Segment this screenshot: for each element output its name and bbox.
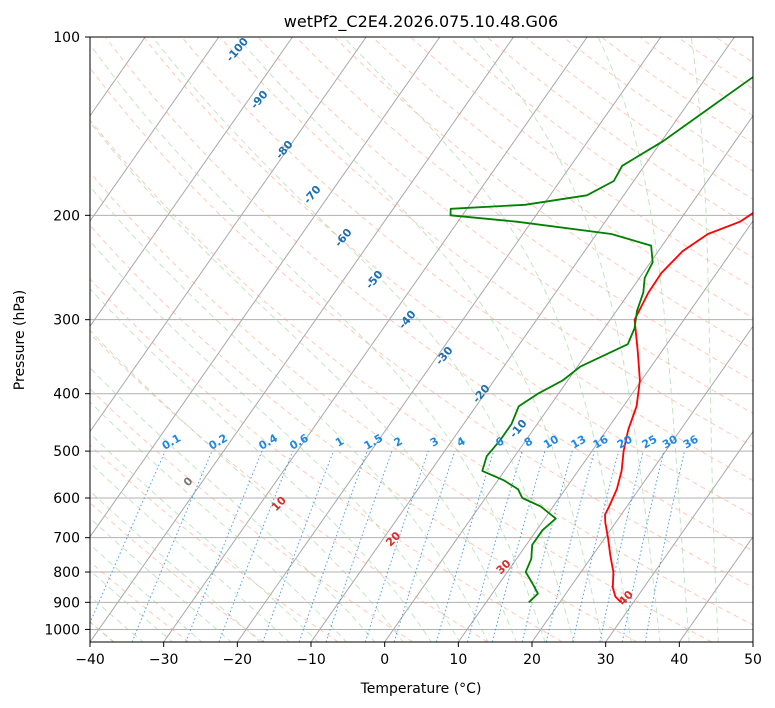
dry-adiabat-line	[449, 37, 753, 259]
y-tick-label: 200	[53, 208, 80, 224]
moist-adiabat-line	[90, 462, 290, 642]
isotherm-line	[384, 114, 753, 642]
mixing-ratio-line	[572, 450, 620, 642]
isotherm-line	[678, 535, 753, 642]
isotherm-line	[457, 220, 753, 642]
dry-adiabat-line	[90, 502, 264, 642]
mixing-ratio-line	[393, 450, 456, 642]
mixing-ratio-line	[491, 450, 546, 642]
plot-frame	[89, 36, 754, 643]
moist-adiabat-line	[90, 329, 404, 642]
mixing-ratio-line	[599, 450, 644, 642]
y-tick-label: 600	[53, 491, 80, 507]
isotherm-line	[605, 430, 753, 642]
mixing-ratio-line	[521, 450, 573, 642]
y-tick-label: 900	[53, 595, 80, 611]
moist-adiabat-line	[151, 37, 575, 642]
y-tick-label: 800	[53, 565, 80, 581]
mixing-ratio-line	[262, 450, 334, 642]
x-tick-label: −20	[223, 652, 253, 668]
temperature-line	[604, 211, 753, 603]
dry-adiabat-line	[105, 37, 753, 552]
x-tick-label: 50	[744, 652, 762, 668]
mixing-ratio-line	[435, 450, 495, 642]
moist-adiabat-line	[471, 37, 661, 642]
y-tick-label: 1000	[44, 622, 80, 638]
moist-adiabat-line	[90, 367, 376, 642]
x-tick-label: 40	[670, 652, 688, 668]
dry-adiabat-line	[487, 37, 753, 229]
isotherm-line	[90, 37, 514, 642]
x-tick-label: −30	[149, 652, 179, 668]
y-tick-label: 500	[53, 444, 80, 460]
x-tick-label: 20	[523, 652, 541, 668]
dry-adiabat-line	[90, 332, 488, 642]
moist-adiabat-line	[597, 37, 690, 642]
background-lines	[90, 37, 753, 642]
x-tick-label: 0	[380, 652, 389, 668]
dewpoint-line	[449, 75, 753, 603]
x-tick-label: −10	[296, 652, 326, 668]
y-tick-label: 100	[53, 30, 80, 46]
y-tick-label: 300	[53, 313, 80, 329]
y-tick-label: 700	[53, 531, 80, 547]
mixing-ratio-line	[218, 450, 294, 642]
dry-adiabat-line	[525, 37, 753, 200]
dry-adiabat-line	[90, 67, 753, 588]
mixing-ratio-line	[131, 450, 213, 642]
mixing-ratio-line	[325, 450, 393, 642]
moist-adiabat-line	[90, 288, 433, 642]
dry-adiabat-line	[334, 37, 753, 350]
moist-adiabat-line	[690, 37, 719, 642]
isotherm-line	[90, 37, 293, 328]
x-tick-label: −40	[75, 652, 105, 668]
moist-adiabat-line	[90, 121, 518, 642]
moist-adiabat-line	[236, 37, 603, 642]
dry-adiabat-line	[296, 37, 753, 382]
isotherm-line	[236, 37, 662, 642]
mixing-ratio-line	[185, 450, 263, 642]
mixing-ratio-line	[467, 450, 523, 642]
moist-adiabat-line	[90, 569, 174, 642]
isotherm-line	[163, 37, 588, 642]
moist-adiabat-line	[90, 490, 261, 642]
y-tick-label: 400	[53, 387, 80, 403]
mixing-ratio-line	[545, 450, 595, 642]
x-tick-label: 10	[449, 652, 467, 668]
mixing-ratio-line	[90, 450, 166, 625]
axis-ticks: −40 −30 −20 −10 0 10 20 30 40 50 100 200 300 400 500 60…	[44, 30, 762, 668]
mixing-ratio-line	[364, 450, 429, 642]
isotherm-line	[90, 37, 441, 538]
isotherm-line	[90, 37, 220, 222]
isotherm-line	[531, 325, 753, 642]
dry-adiabat-line	[220, 37, 753, 448]
moist-adiabat-line	[90, 595, 144, 642]
moist-adiabat-line	[90, 517, 232, 642]
dry-adiabat-line	[143, 37, 753, 516]
moist-adiabat-line	[90, 543, 203, 642]
dry-adiabat-line	[90, 278, 563, 642]
chart-title: wetPf2_C2E4.2026.075.10.48.G06	[284, 12, 558, 32]
data-series	[449, 75, 753, 603]
moist-adiabat-line	[90, 432, 319, 642]
mixing-ratio-line	[298, 450, 368, 642]
moist-adiabat-line	[343, 37, 632, 642]
dry-adiabat-line	[602, 37, 753, 144]
dry-adiabat-line	[90, 119, 753, 626]
x-axis-label: Temperature (°C)	[360, 681, 482, 697]
y-axis-label: Pressure (hPa)	[12, 290, 28, 390]
x-tick-label: 30	[597, 652, 615, 668]
dry-adiabat-line	[182, 37, 753, 482]
isotherm-line	[90, 37, 367, 433]
